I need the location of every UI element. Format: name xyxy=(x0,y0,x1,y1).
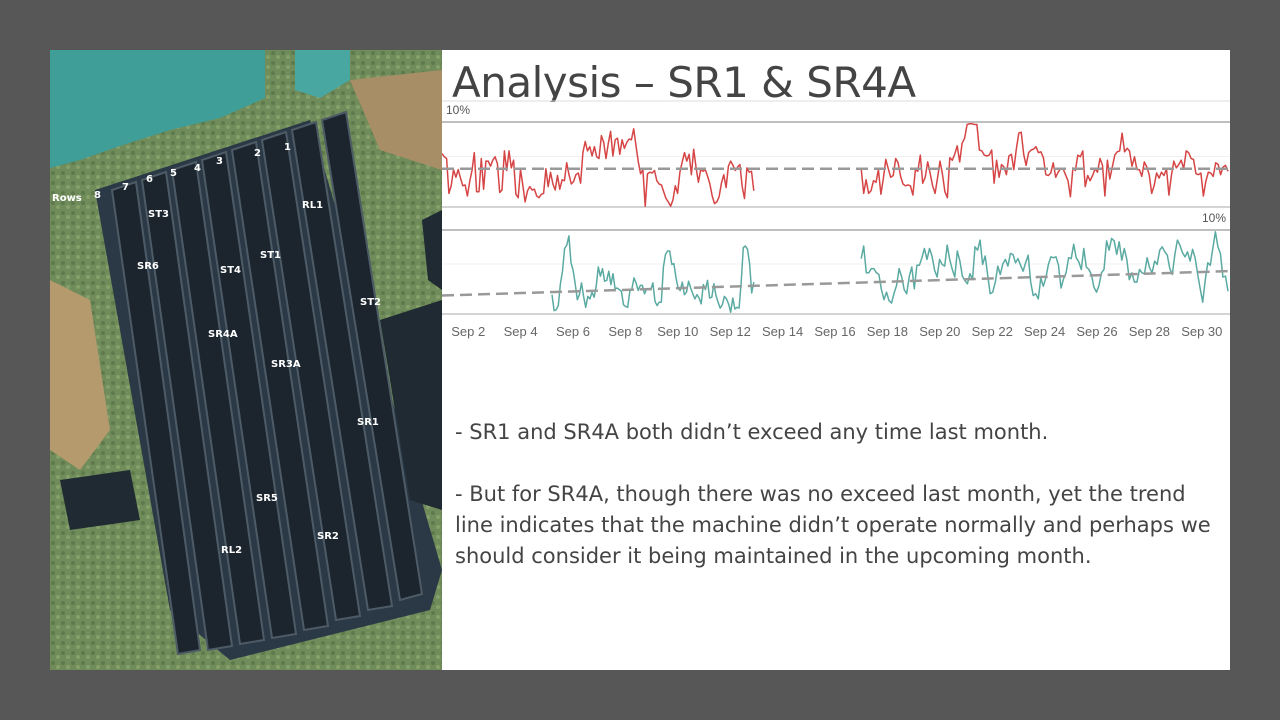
x-tick-label: Sep 20 xyxy=(919,324,960,339)
stockyard-map-graphic: Rows 8 7 6 5 4 3 2 1 RL1 ST3 ST1 SR6 ST4… xyxy=(50,50,442,670)
label-row-2: 2 xyxy=(254,148,261,159)
label-sr2: SR2 xyxy=(317,531,339,542)
panel-1-series-segment-2 xyxy=(860,122,1229,199)
label-sr5: SR5 xyxy=(256,493,278,504)
label-row-7: 7 xyxy=(122,182,129,193)
label-st4: ST4 xyxy=(220,265,241,276)
x-tick-label: Sep 30 xyxy=(1181,324,1222,339)
panel-2-series-segment-2 xyxy=(860,230,1229,304)
stockyard-aerial-photo: Rows 8 7 6 5 4 3 2 1 RL1 ST3 ST1 SR6 ST4… xyxy=(50,50,442,670)
note-item: - But for SR4A, though there was no exce… xyxy=(455,482,1211,568)
x-tick-label: Sep 12 xyxy=(710,324,751,339)
label-row-1: 1 xyxy=(284,142,291,153)
chart-area: 10% 10% Sep 2 Sep 4 Sep 6 Sep 8 Sep 10 Sep 12 S… xyxy=(442,100,1230,345)
label-row-3: 3 xyxy=(216,156,223,167)
x-tick-label: Sep 14 xyxy=(762,324,803,339)
label-st1: ST1 xyxy=(260,250,281,261)
label-rows: Rows xyxy=(52,193,82,204)
label-rl2: RL2 xyxy=(221,545,242,556)
label-st2: ST2 xyxy=(360,297,381,308)
x-tick-label: Sep 24 xyxy=(1024,324,1065,339)
panel-2-trend-line xyxy=(442,269,1229,297)
label-row-5: 5 xyxy=(170,168,177,179)
x-tick-label: Sep 18 xyxy=(867,324,908,339)
slide-title: Analysis – SR1 & SR4A xyxy=(452,58,916,102)
note-item: - SR1 and SR4A both didn’t exceed any ti… xyxy=(455,420,1049,444)
label-sr1: SR1 xyxy=(357,417,379,428)
label-st3: ST3 xyxy=(148,209,169,220)
x-tick-label: Sep 28 xyxy=(1129,324,1170,339)
x-tick-label: Sep 22 xyxy=(972,324,1013,339)
analysis-notes: - SR1 and SR4A both didn’t exceed any ti… xyxy=(455,417,1225,603)
label-rl1: RL1 xyxy=(302,200,323,211)
x-tick-label: Sep 6 xyxy=(556,324,590,339)
label-row-8: 8 xyxy=(94,190,101,201)
x-tick-label: Sep 26 xyxy=(1076,324,1117,339)
x-tick-label: Sep 8 xyxy=(608,324,642,339)
label-row-4: 4 xyxy=(194,163,201,174)
x-tick-label: Sep 2 xyxy=(451,324,485,339)
label-sr3a: SR3A xyxy=(271,359,301,370)
panel-1-series-segment-1 xyxy=(442,128,755,207)
label-sr4a: SR4A xyxy=(208,329,238,340)
label-sr6: SR6 xyxy=(137,261,159,272)
x-tick-label: Sep 4 xyxy=(504,324,538,339)
panel-2-reference-label: 10% xyxy=(1202,211,1226,225)
x-tick-label: Sep 16 xyxy=(814,324,855,339)
slide: Rows 8 7 6 5 4 3 2 1 RL1 ST3 ST1 SR6 ST4… xyxy=(50,50,1230,670)
label-row-6: 6 xyxy=(146,174,153,185)
x-tick-label: Sep 10 xyxy=(657,324,698,339)
panel-2-series-segment-1 xyxy=(551,235,755,314)
trend-chart: 10% 10% Sep 2 Sep 4 Sep 6 Sep 8 Sep 10 Sep 12 S… xyxy=(442,100,1230,339)
panel-1-reference-label: 10% xyxy=(446,103,470,117)
